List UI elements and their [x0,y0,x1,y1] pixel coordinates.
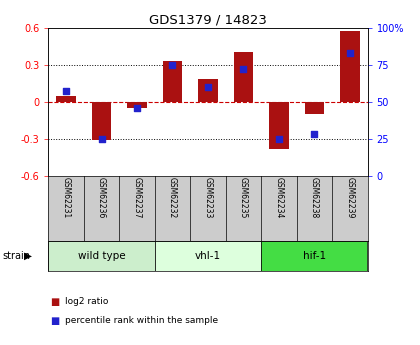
Bar [234,52,253,102]
Text: log2 ratio: log2 ratio [65,297,108,306]
Bar [155,241,261,271]
Text: GSM62239: GSM62239 [345,177,354,218]
Text: ▶: ▶ [24,251,32,261]
Text: hif-1: hif-1 [303,251,326,261]
Point [134,105,140,110]
Point [311,131,318,137]
Text: GSM62231: GSM62231 [62,177,71,218]
Text: GSM62233: GSM62233 [203,177,213,218]
Bar [92,102,111,140]
Text: GSM62238: GSM62238 [310,177,319,218]
Text: GSM62237: GSM62237 [132,177,142,218]
Text: GSM62232: GSM62232 [168,177,177,218]
Text: strain: strain [2,251,30,261]
Text: GSM62236: GSM62236 [97,177,106,218]
Point [63,89,69,94]
Bar [340,31,360,102]
Bar [127,102,147,108]
Bar [269,102,289,149]
Text: vhl-1: vhl-1 [195,251,221,261]
Point [98,136,105,141]
Text: GSM62234: GSM62234 [274,177,284,218]
Bar [163,61,182,102]
Bar [304,102,324,114]
Text: ■: ■ [50,297,60,307]
Bar [261,241,368,271]
Point [276,136,282,141]
Point [169,62,176,67]
Text: GSM62235: GSM62235 [239,177,248,218]
Title: GDS1379 / 14823: GDS1379 / 14823 [149,13,267,27]
Text: percentile rank within the sample: percentile rank within the sample [65,316,218,325]
Text: wild type: wild type [78,251,125,261]
Point [205,84,211,90]
Bar [198,79,218,102]
Bar [56,96,76,102]
Point [346,50,353,56]
Bar [48,241,155,271]
Point [240,66,247,72]
Text: ■: ■ [50,316,60,326]
